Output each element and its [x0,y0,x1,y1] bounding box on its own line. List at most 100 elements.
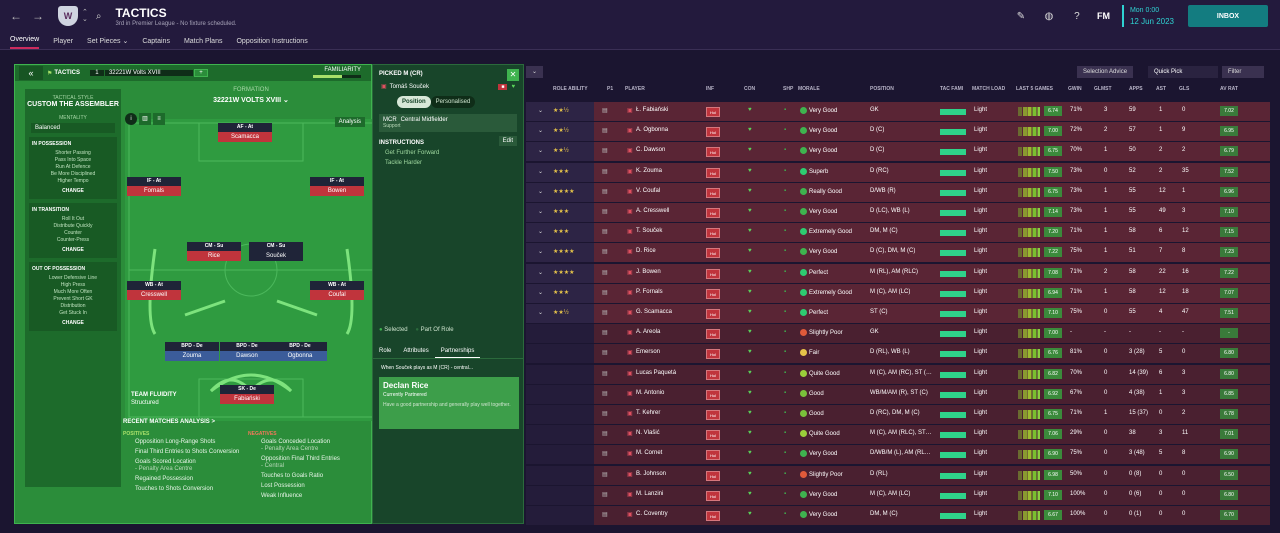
position-toggle[interactable]: Position [397,96,431,108]
analysis-button[interactable]: Analysis [334,117,365,127]
player-name[interactable]: T. Kehrer [636,410,661,416]
selection-advice-button[interactable]: Selection Advice [1077,66,1134,78]
chevron-down-icon[interactable]: ⌄ [538,289,544,296]
list-icon[interactable]: ≡ [153,113,165,125]
pitch-player-soucek[interactable]: CM - Su Souček [249,242,303,262]
role-select[interactable]: MCR Central Midfielder Support [379,114,517,132]
instruction-get-further-forward[interactable]: Get Further Forward [385,150,440,156]
col-gwin[interactable]: GWIN [1068,86,1082,92]
selection-icon[interactable]: ▤ [602,108,608,114]
date-display[interactable]: Mon 0:00 12 Jun 2023 [1121,5,1174,27]
view-dropdown[interactable]: ⌄ [526,66,544,78]
close-icon[interactable]: ✕ [507,69,519,81]
selection-icon[interactable]: ▤ [602,330,608,337]
formation-select[interactable]: 32221W VOLTS XVIII ⌄ [213,97,289,104]
personalised-toggle[interactable]: Personalised [430,96,476,108]
table-row[interactable]: ▤ ▣ T. Kehrer Hol ♥ ▪ Good D (RC), DM, M (C) Lig… [526,405,1270,424]
tactical-style-name[interactable]: CUSTOM THE ASSEMBLER [27,101,119,108]
tab-attributes[interactable]: Attributes [403,348,429,354]
col-tac-fami[interactable]: TAC FAMI [940,86,964,92]
picked-player-row[interactable]: ▣ Tomáš Souček ■ ♥ [373,83,523,90]
table-row[interactable]: ⌄ ★★★ ▤ ▣ T. Souček Hol ♥ ▪ Extremely Good DM, M … [526,223,1270,243]
tab-set-pieces[interactable]: Set Pieces ⌄ [87,38,129,45]
col-con[interactable]: CON [744,86,756,92]
change-in-possession-button[interactable]: CHANGE [62,188,84,194]
table-row[interactable]: ⌄ ★★★ ▤ ▣ A. Cresswell Hol ♥ ▪ Very Good D (LC), … [526,203,1270,222]
col-player[interactable]: PLAYER [625,86,645,92]
col-glmst[interactable]: GLMST [1094,86,1112,92]
pitch-player-fornals[interactable]: IF - At Fornals [127,177,181,197]
edit-icon[interactable]: ✎ [1016,10,1026,22]
player-name[interactable]: P. Fornals [636,288,663,295]
change-out-of-possession-button[interactable]: CHANGE [62,320,84,326]
col-p1[interactable]: P1 [607,86,614,92]
tab-partnerships[interactable]: Partnerships [434,345,481,358]
col-morale[interactable]: MORALE [798,86,820,92]
chevron-down-icon[interactable]: ⌄ [538,229,544,236]
table-row[interactable]: ⌄ ★★★ ▤ ▣ P. Fornals Hol ♥ ▪ Extremely Good M (C)… [526,283,1270,303]
pitch-player-bowen[interactable]: IF - At Bowen [310,177,364,197]
player-name[interactable]: Lucas Paquetá [636,369,677,376]
inbox-button[interactable]: INBOX [1188,5,1268,27]
selection-icon[interactable]: ▤ [602,128,608,135]
club-crest[interactable]: W [58,6,78,26]
selection-icon[interactable]: ▤ [602,390,608,397]
selection-icon[interactable]: ▤ [602,370,608,377]
pitch-player-fabianski[interactable]: SK - De Fabiański [220,385,274,405]
player-name[interactable]: Emerson [636,349,661,356]
table-row[interactable]: ▤ ▣ N. Vlašić Hol ♥ ▪ Quite Good M (C), AM (RLC… [526,425,1270,445]
collapse-button[interactable]: « [19,66,43,80]
pitch-player-rice[interactable]: CM - Su Rice [187,242,241,262]
table-row[interactable]: ▤ ▣ A. Areola Hol ♥ ▪ Slightly Poor GK Light 7.00… [526,324,1270,344]
table-row[interactable]: ⌄ ★★½ ▤ ▣ C. Dawson Hol ♥ ▪ Very Good D (C) Light 6… [526,142,1270,162]
table-row[interactable]: ⌄ ★★★★ ▤ ▣ D. Rice Hol ♥ ▪ Very Good D (C), DM, M… [526,243,1270,263]
selection-icon[interactable]: ▤ [602,471,608,478]
player-name[interactable]: M. Cornet [636,450,663,457]
player-name[interactable]: Ł. Fabiański [636,107,669,113]
pitch-player-ogbonna[interactable]: BPD - De Ogbonna [273,342,327,362]
player-name[interactable]: M. Lanzini [636,490,664,497]
player-name[interactable]: B. Johnson [636,470,667,477]
col-apps[interactable]: APPS [1129,86,1143,92]
club-switch-icon[interactable]: ⌃ ⌄ [82,9,88,23]
tactic-slot[interactable]: 1 [89,70,104,76]
chevron-down-icon[interactable]: ⌄ [538,310,544,316]
chevron-down-icon[interactable]: ⌄ [538,168,544,175]
player-name[interactable]: D. Rice [636,248,656,255]
player-name[interactable]: M. Antonio [636,389,665,396]
info-icon[interactable]: i [125,113,137,125]
player-name[interactable]: T. Souček [636,228,663,235]
back-icon[interactable]: ← [10,9,22,23]
chevron-down-icon[interactable]: ⌄ [538,269,544,276]
col-shp[interactable]: SHP [783,86,794,92]
selection-icon[interactable]: ▤ [602,289,608,296]
table-row[interactable]: ▤ ▣ M. Antonio Hol ♥ ▪ Good WB/M/AM (R), ST (C)… [526,384,1270,404]
col-gls[interactable]: GLS [1179,86,1190,92]
player-name[interactable]: A. Ogbonna [636,127,669,134]
table-row[interactable]: ▤ ▣ C. Coventry Hol ♥ ▪ Very Good DM, M (C) Ligh… [526,506,1270,525]
fm-menu[interactable]: FM [1096,11,1110,21]
tab-player[interactable]: Player [53,38,74,45]
search-icon[interactable]: ⌕ [95,10,102,22]
tab-role[interactable]: Role [379,348,392,354]
selection-icon[interactable]: ▤ [602,209,608,215]
edit-instructions-button[interactable]: Edit [498,136,517,146]
chevron-down-icon[interactable]: ⌄ [538,188,544,195]
chevron-down-icon[interactable]: ⌄ [538,148,544,155]
pitch-player-zouma[interactable]: BPD - De Zouma [165,342,219,362]
col-inf[interactable]: INF [706,86,715,92]
col-last-5-games[interactable]: LAST 5 GAMES [1016,86,1053,92]
player-name[interactable]: J. Bowen [636,268,661,275]
pitch-player-scamacca[interactable]: AF - At Scamacca [218,123,272,143]
table-row[interactable]: ⌄ ★★★ ▤ ▣ K. Zouma Hol ♥ ▪ Superb D (RC) Light 7.50… [526,162,1270,182]
selection-icon[interactable]: ▤ [602,350,608,357]
selection-icon[interactable]: ▤ [602,411,608,417]
player-name[interactable]: N. Vlašić [636,430,660,437]
pitch-player-coufal[interactable]: WB - At Coufal [310,281,364,301]
pitch-player-cresswell[interactable]: WB - At Cresswell [127,281,181,301]
chevron-down-icon[interactable]: ⌄ [538,108,544,114]
col-match-load[interactable]: MATCH LOAD [972,86,1006,92]
add-tactic-button[interactable]: + [193,69,208,77]
selection-icon[interactable]: ▤ [602,451,608,458]
tab-captains[interactable]: Captains [142,38,170,45]
